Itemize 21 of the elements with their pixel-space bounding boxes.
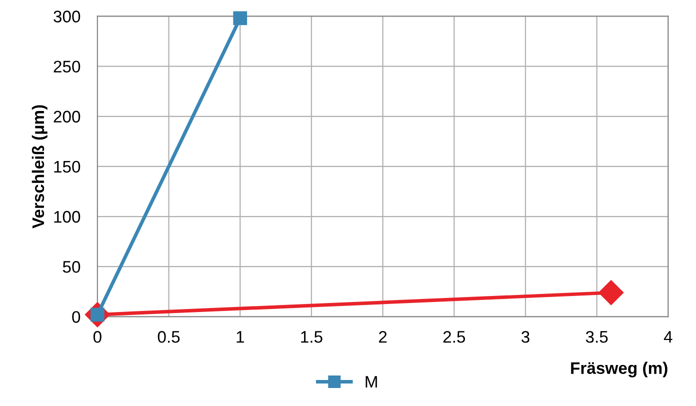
point: [233, 11, 248, 26]
y-tick-label: 50: [62, 261, 80, 273]
x-tick-label: 2: [379, 331, 387, 343]
point: [598, 280, 624, 306]
y-tick-label: 200: [54, 110, 80, 123]
y-tick-label: 150: [54, 160, 80, 173]
x-tick-label: 4: [664, 331, 672, 343]
y-tick-label: 100: [54, 210, 80, 223]
x-tick-label: 3: [521, 331, 530, 343]
x-tick-label: 3.5: [586, 331, 608, 343]
x-tick-label: 0.5: [158, 331, 180, 343]
x-axis-title: Fräsweg (m): [571, 362, 668, 378]
x-tick-label: 1: [236, 331, 244, 343]
y-tick-label: 0: [72, 311, 80, 323]
y-tick-label: 300: [54, 10, 80, 22]
x-tick-label: 0: [93, 331, 102, 343]
x-tick-label: 2.5: [443, 331, 466, 343]
y-axis-title: Verschleiß (μm): [32, 105, 48, 228]
x-tick-label: 1.5: [301, 331, 322, 343]
legend-label: M: [366, 376, 377, 388]
y-tick-label: 250: [54, 60, 80, 73]
